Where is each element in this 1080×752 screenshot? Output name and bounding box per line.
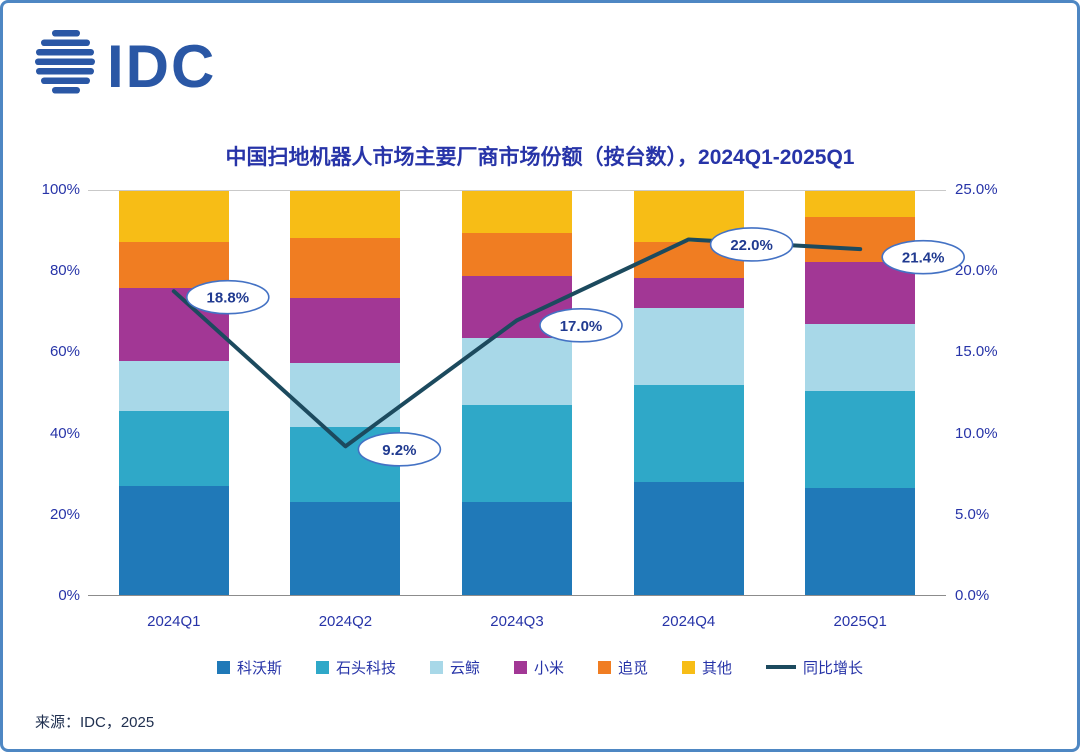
right-axis: 25.0% 20.0% 15.0% 10.0% 5.0% 0.0% — [955, 181, 1045, 604]
segment-石头科技 — [633, 384, 744, 482]
legend-swatch-科沃斯 — [216, 660, 230, 674]
segment-云鲸 — [633, 308, 744, 385]
y-axis-tick-left: 40% — [49, 424, 80, 442]
bar-2024Q4 — [633, 191, 744, 595]
segment-追觅 — [118, 241, 229, 288]
bar-2024Q2 — [290, 191, 401, 595]
y-axis-tick-right: 20.0% — [955, 262, 998, 280]
legend: 科沃斯 石头科技 云鲸 小米 追觅 其他 同比增长 — [3, 656, 1077, 678]
segment-云鲸 — [805, 324, 916, 391]
segment-其他 — [462, 191, 572, 234]
segment-追觅 — [290, 237, 401, 299]
segment-云鲸 — [462, 338, 572, 406]
x-axis-label-2024Q1: 2024Q1 — [147, 613, 201, 630]
y-axis-tick-left: 80% — [49, 262, 80, 280]
y-axis-tick-right: 25.0% — [955, 181, 998, 198]
segment-其他 — [118, 191, 229, 242]
legend-label-云鲸: 云鲸 — [449, 659, 480, 677]
legend-swatch-小米 — [513, 660, 527, 674]
bar-2024Q1 — [118, 191, 229, 595]
segment-云鲸 — [290, 362, 401, 428]
legend-swatch-追觅 — [598, 660, 611, 674]
legend-item-科沃斯: 科沃斯 — [216, 657, 282, 678]
legend-label-追觅: 追觅 — [618, 659, 649, 677]
legend-swatch-同比增长 — [766, 665, 797, 669]
legend-label-科沃斯: 科沃斯 — [236, 659, 282, 677]
legend-label-同比增长: 同比增长 — [803, 659, 864, 677]
segment-科沃斯 — [462, 502, 572, 595]
legend-label-石头科技: 石头科技 — [335, 659, 396, 677]
segment-石头科技 — [805, 391, 916, 488]
x-axis: 2024Q1 2024Q2 2024Q3 2024Q4 2025Q1 — [88, 613, 946, 635]
source-note: 来源：IDC，2025 — [35, 714, 155, 731]
x-axis-label-2024Q4: 2024Q4 — [661, 613, 716, 630]
segment-科沃斯 — [633, 481, 744, 595]
legend-swatch-石头科技 — [315, 660, 329, 674]
segment-小米 — [805, 261, 916, 325]
segment-小米 — [290, 298, 401, 363]
idc-logo-text: IDC — [107, 33, 216, 99]
chart-title: 中国扫地机器人市场主要厂商市场份额（按台数），2024Q1-2025Q1 — [225, 146, 855, 169]
segment-其他 — [633, 191, 744, 242]
segment-小米 — [633, 277, 744, 309]
x-axis-label-2024Q3: 2024Q3 — [490, 613, 544, 630]
idc-logo: IDC — [35, 30, 216, 99]
segment-追觅 — [633, 241, 744, 278]
segment-追觅 — [805, 217, 916, 262]
segment-科沃斯 — [290, 502, 401, 595]
plot-area: 18.8% 9.2% 17.0% 22.0% 21.4% — [88, 190, 966, 596]
segment-其他 — [290, 191, 401, 238]
x-axis-label-2024Q2: 2024Q2 — [318, 613, 373, 630]
segment-小米 — [118, 287, 229, 361]
left-axis: 100% 80% 60% 40% 20% 0% — [3, 181, 80, 604]
legend-label-其他: 其他 — [702, 659, 733, 677]
segment-科沃斯 — [118, 485, 229, 595]
segment-科沃斯 — [805, 487, 916, 595]
legend-label-小米: 小米 — [533, 659, 564, 677]
legend-item-同比增长: 同比增长 — [766, 657, 863, 678]
bar-2025Q1 — [805, 191, 916, 595]
legend-swatch-其他 — [682, 660, 696, 674]
legend-item-其他: 其他 — [682, 657, 732, 678]
segment-其他 — [805, 191, 916, 218]
legend-item-石头科技: 石头科技 — [315, 657, 396, 678]
legend-item-小米: 小米 — [513, 657, 564, 678]
legend-item-追觅: 追觅 — [598, 657, 648, 678]
y-axis-tick-right: 15.0% — [955, 343, 998, 361]
legend-item-云鲸: 云鲸 — [429, 657, 480, 678]
segment-石头科技 — [290, 427, 401, 503]
y-axis-tick-left: 20% — [49, 505, 80, 523]
bar-2024Q3 — [462, 191, 572, 595]
y-axis-tick-right: 5.0% — [955, 505, 990, 523]
x-axis-label-2025Q1: 2025Q1 — [833, 613, 887, 630]
segment-小米 — [462, 275, 572, 339]
segment-追觅 — [462, 233, 572, 276]
y-axis-tick-left: 100% — [41, 181, 80, 198]
y-axis-tick-left: 60% — [49, 343, 80, 361]
legend-swatch-云鲸 — [429, 660, 443, 674]
y-axis-tick-left: 0% — [58, 587, 80, 604]
segment-云鲸 — [118, 360, 229, 412]
y-axis-tick-right: 0.0% — [955, 587, 990, 604]
y-axis-tick-right: 10.0% — [955, 424, 998, 442]
segment-石头科技 — [118, 411, 229, 486]
segment-石头科技 — [462, 405, 572, 503]
